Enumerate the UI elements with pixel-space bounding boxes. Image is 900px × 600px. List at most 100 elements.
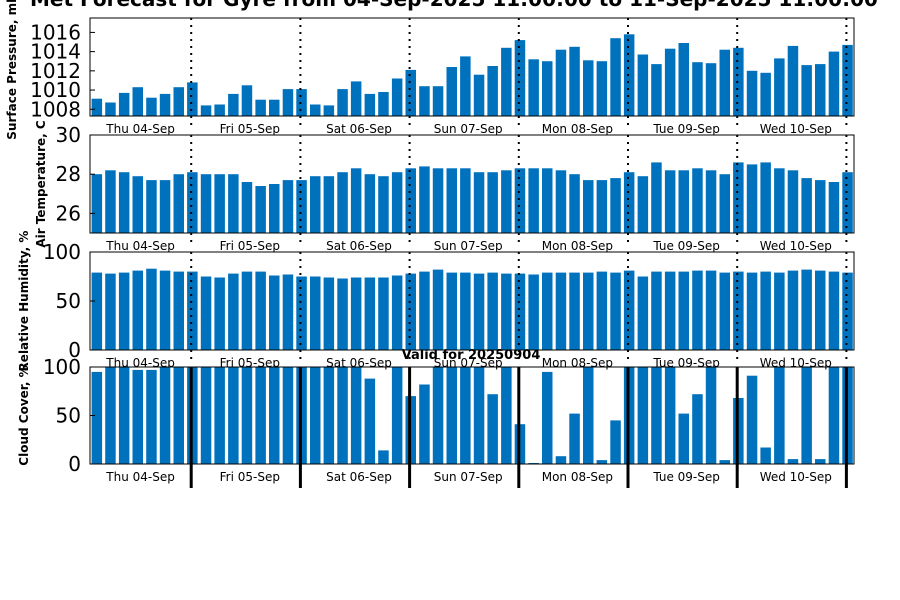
y-tick-label: 1012 [30,59,81,83]
data-bar [255,99,266,116]
data-bar [815,64,826,116]
data-bar [542,61,553,116]
data-bar [228,174,239,233]
data-bar [596,180,608,233]
data-bar [391,275,403,350]
data-bar [651,367,662,464]
data-bar [664,48,676,117]
data-bar [432,367,444,464]
data-bar [596,61,608,116]
data-bar [282,89,294,116]
data-bar [350,277,362,350]
data-bar [323,176,335,233]
data-bar [214,174,225,233]
data-bar [446,272,457,350]
data-bar [487,66,498,116]
data-bar [692,62,703,116]
data-bar [828,182,840,233]
data-bar [241,367,253,464]
data-bar [596,460,608,464]
y-tick-label: 28 [56,162,81,186]
data-bar [583,60,594,116]
data-bar [733,47,744,116]
data-bar [173,271,184,350]
x-tick-label: Tue 09-Sep [652,470,720,484]
data-bar [391,78,403,116]
data-bar [364,277,376,350]
data-bar [159,180,171,233]
x-tick-label: Mon 08-Sep [542,239,613,253]
data-bar [637,176,649,233]
data-bar [282,180,294,233]
data-bar [623,34,635,116]
data-bar [146,369,157,464]
data-bar [214,104,225,116]
data-bar [514,168,526,233]
data-bar [569,174,580,233]
data-bar [310,104,321,116]
data-bar [364,93,376,116]
x-tick-label: Sun 07-Sep [434,239,503,253]
data-bar [378,176,389,233]
data-bar [774,168,785,233]
data-bar [473,74,485,116]
y-tick-label: 50 [56,289,81,313]
y-tick-label: 50 [56,404,81,428]
data-bar [719,49,730,117]
data-bar [105,367,116,464]
data-bar [255,367,266,464]
y-tick-label: 1014 [30,40,81,64]
data-bar [760,271,771,350]
x-tick-label: Sat 06-Sep [326,470,392,484]
data-bar [664,367,676,464]
data-bar [118,92,130,116]
x-tick-label: Sat 06-Sep [326,239,392,253]
x-tick-label: Fri 05-Sep [220,239,280,253]
data-bar [692,394,703,464]
data-bar [473,172,485,233]
data-bar [473,273,485,350]
data-bar [528,168,539,233]
data-bar [719,460,730,464]
data-bar [746,375,758,464]
data-bar [542,168,553,233]
chart-title: Met Forecast for Gyre from 04-Sep-2025 1… [30,0,878,11]
data-bar [610,420,621,464]
data-bar [514,273,526,350]
data-bar [173,87,184,116]
data-bar [282,274,294,350]
x-tick-label: Tue 09-Sep [652,122,720,136]
data-bar [146,97,157,116]
y-tick-label: 26 [56,201,81,225]
data-bar [678,43,689,116]
data-bar [487,394,498,464]
data-bar [364,378,376,464]
data-bar [282,367,294,464]
data-bar [542,371,553,464]
data-bar [705,63,717,116]
x-tick-label: Sun 07-Sep [434,122,503,136]
data-bar [173,367,184,464]
data-bar [269,184,280,233]
data-bar [828,271,840,350]
data-bar [664,170,676,233]
data-bar [719,272,730,350]
data-bar [200,367,212,464]
x-tick-label: Sat 06-Sep [326,122,392,136]
x-tick-label: Wed 10-Sep [760,470,832,484]
data-bar [801,269,812,350]
y-axis-label: Air Temperature, C [34,120,48,248]
data-bar [405,273,416,350]
x-tick-label: Mon 08-Sep [542,122,613,136]
data-bar [241,85,253,116]
y-tick-label: 100 [43,240,81,264]
data-bar [337,89,348,116]
data-bar [610,178,621,233]
y-tick-label: 30 [56,123,81,147]
data-bar [405,69,416,116]
data-bar [815,459,826,464]
data-bar [159,367,171,464]
y-tick-label: 0 [68,338,81,362]
y-tick-label: 1008 [30,97,81,121]
